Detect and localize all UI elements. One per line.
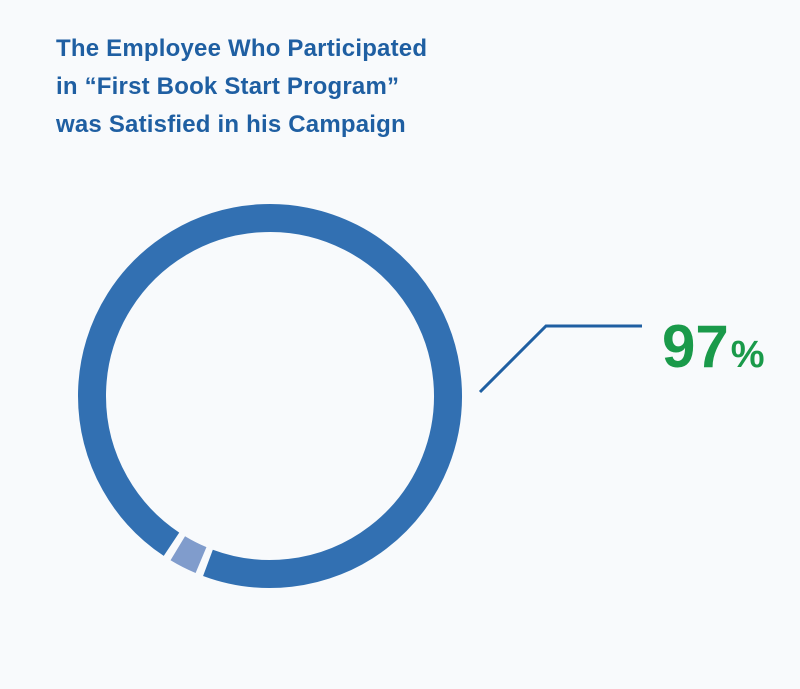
chart-title-line-2: in “First Book Start Program” <box>56 73 400 100</box>
percent-value: 97 <box>662 313 729 380</box>
annotation-leader-line <box>478 324 642 394</box>
donut-slice-satisfied <box>78 204 462 588</box>
chart-title-line-3: was Satisfied in his Campaign <box>56 111 406 138</box>
percent-label: 97% <box>662 313 765 380</box>
donut-slice-other <box>170 536 207 573</box>
percent-unit: % <box>731 334 765 376</box>
chart-title-line-1: The Employee Who Participated <box>56 35 428 62</box>
chart-title: The Employee Who Participated in “First … <box>56 30 616 144</box>
donut-slices <box>78 204 462 588</box>
